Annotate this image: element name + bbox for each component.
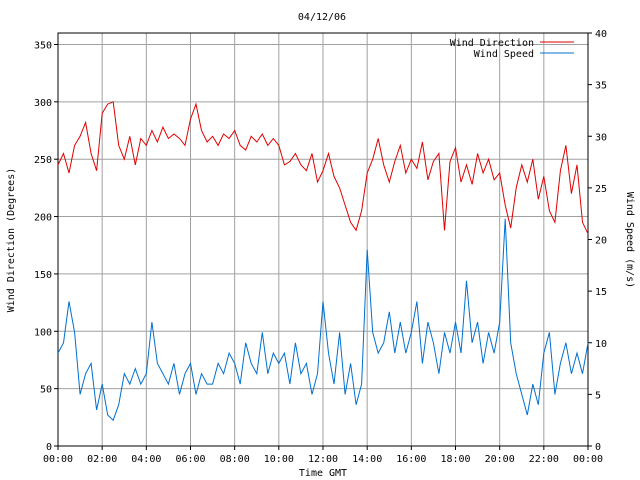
x-axis-label: Time GMT	[299, 468, 347, 479]
x-tick-label: 18:00	[440, 454, 470, 465]
x-tick-label: 04:00	[131, 454, 161, 465]
x-tick-label: 00:00	[43, 454, 73, 465]
series-lines	[57, 101, 589, 422]
grid	[58, 33, 588, 446]
y-tick-label-left: 250	[34, 155, 52, 166]
y-tick-label-left: 100	[34, 327, 52, 338]
x-axis-tick-labels: 00:00 02:00 04:00 06:00 08:00 10:00 12:00 14:00…	[43, 454, 603, 465]
y-tick-label-left: 0	[46, 442, 52, 453]
y-axis-label-right: Wind Speed (m/s)	[624, 192, 635, 288]
x-tick-label: 08:00	[220, 454, 250, 465]
y-tick-label-right: 25	[595, 184, 607, 195]
y-tick-label-right: 30	[595, 132, 607, 143]
y-tick-label-left: 150	[34, 270, 52, 281]
x-tick-label: 10:00	[264, 454, 294, 465]
y-tick-label-right: 35	[595, 81, 607, 92]
y-tick-label-left: 350	[34, 40, 52, 51]
x-tick-label: 20:00	[485, 454, 515, 465]
legend-label-wind-speed: Wind Speed	[474, 49, 534, 60]
y-tick-label-right: 40	[595, 29, 607, 40]
y-tick-label-right: 5	[595, 390, 601, 401]
x-tick-label: 16:00	[396, 454, 426, 465]
series-line-wind-speed	[57, 218, 589, 422]
y-tick-label-left: 50	[40, 385, 52, 396]
y-tick-label-left: 300	[34, 98, 52, 109]
series-line-wind-direction	[57, 101, 589, 235]
chart-title: 04/12/06	[298, 12, 346, 23]
x-tick-label: 00:00	[573, 454, 603, 465]
y-tick-label-right: 15	[595, 287, 607, 298]
y-axis-label-left: Wind Direction (Degrees)	[6, 168, 17, 313]
y-tick-label-right: 20	[595, 236, 607, 247]
y-tick-label-left: 200	[34, 213, 52, 224]
legend: Wind Direction Wind Speed	[450, 38, 574, 60]
x-tick-label: 22:00	[529, 454, 559, 465]
right-axis-tick-labels: 0 5 10 15 20 25 30 35 40	[595, 29, 607, 453]
tick-marks	[54, 32, 592, 450]
x-tick-label: 14:00	[352, 454, 382, 465]
left-axis-tick-labels: 0 50 100 150 200 250 300 350	[34, 40, 52, 453]
y-tick-label-right: 0	[595, 442, 601, 453]
legend-label-wind-direction: Wind Direction	[450, 38, 534, 49]
y-tick-label-right: 10	[595, 339, 607, 350]
x-tick-label: 12:00	[308, 454, 338, 465]
x-tick-label: 02:00	[87, 454, 117, 465]
x-tick-label: 06:00	[175, 454, 205, 465]
